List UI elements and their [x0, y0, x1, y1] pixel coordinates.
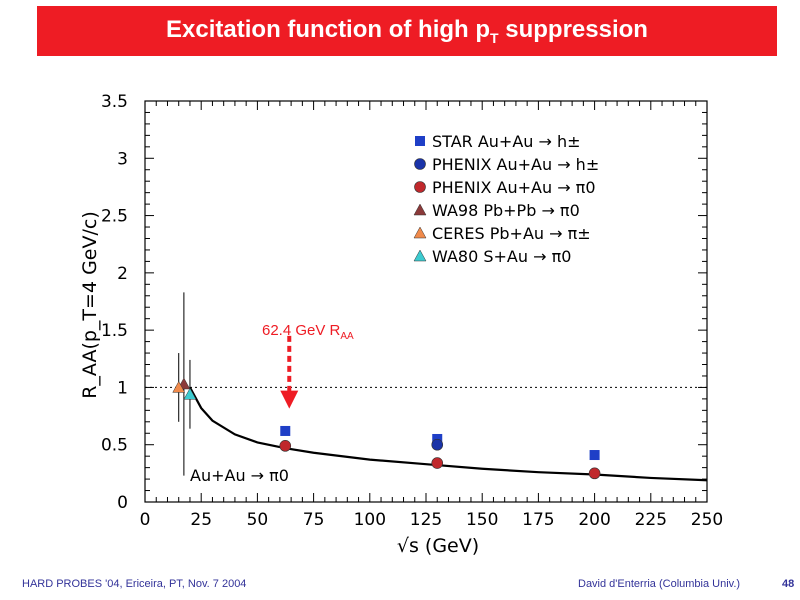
data-point	[172, 380, 186, 393]
legend-marker	[413, 226, 427, 239]
x-tick-label: 0	[140, 510, 151, 530]
slide-title: Excitation function of high pT suppressi…	[166, 16, 648, 46]
y-tick-label: 0.5	[101, 436, 128, 456]
x-tick-label: 175	[522, 510, 554, 530]
slide-title-bar: Excitation function of high pT suppressi…	[37, 6, 777, 56]
x-tick-label: 75	[303, 510, 325, 530]
y-tick-label: 2.5	[101, 207, 128, 227]
annotation-arrow-head	[280, 390, 299, 409]
y-tick-label: 1	[117, 378, 128, 398]
y-tick-label: 1.5	[101, 321, 128, 341]
legend-entry: PHENIX Au+Au → π0	[432, 178, 596, 197]
data-point	[588, 467, 601, 480]
legend-entry: PHENIX Au+Au → h±	[432, 155, 599, 174]
page-number: 48	[782, 578, 795, 590]
annotation-label: 62.4 GeV RAA	[262, 322, 354, 342]
data-point	[183, 387, 197, 400]
data-point	[589, 450, 600, 461]
y-tick-label: 2	[117, 264, 128, 284]
plot-frame	[144, 100, 708, 503]
theory-curve-label: Au+Au → π0	[190, 466, 289, 485]
data-point	[280, 425, 291, 436]
x-tick-label: 225	[635, 510, 667, 530]
x-axis-title: √s (GeV)	[397, 535, 479, 557]
y-tick-label: 0	[117, 493, 128, 513]
legend-marker	[414, 181, 426, 193]
legend-entry: STAR Au+Au → h±	[432, 132, 581, 151]
data-point	[279, 440, 292, 452]
data-point	[431, 457, 444, 469]
footer-conference: HARD PROBES '04, Ericeira, PT, Nov. 7 20…	[22, 578, 247, 590]
y-axis-title: R_AA(p_T=4 GeV/c)	[79, 211, 101, 399]
y-tick-label: 3	[117, 149, 128, 169]
x-tick-label: 50	[247, 510, 269, 530]
x-tick-label: 25	[190, 510, 212, 530]
legend-marker	[413, 249, 427, 262]
legend-marker	[413, 203, 427, 216]
x-tick-label: 125	[410, 510, 442, 530]
theory-curve	[188, 386, 708, 482]
legend-entry: WA80 S+Au → π0	[432, 247, 571, 266]
legend-marker	[415, 136, 425, 146]
data-point	[431, 438, 444, 451]
x-tick-label: 250	[691, 510, 723, 530]
x-tick-label: 150	[466, 510, 498, 530]
legend-entry: WA98 Pb+Pb → π0	[432, 201, 580, 220]
x-tick-label: 100	[354, 510, 386, 530]
y-tick-label: 3.5	[101, 92, 128, 112]
legend-entry: CERES Pb+Au → π±	[432, 224, 591, 243]
legend-marker	[414, 158, 426, 170]
footer-author: David d'Enterria (Columbia Univ.)	[578, 578, 741, 590]
x-tick-label: 200	[578, 510, 610, 530]
